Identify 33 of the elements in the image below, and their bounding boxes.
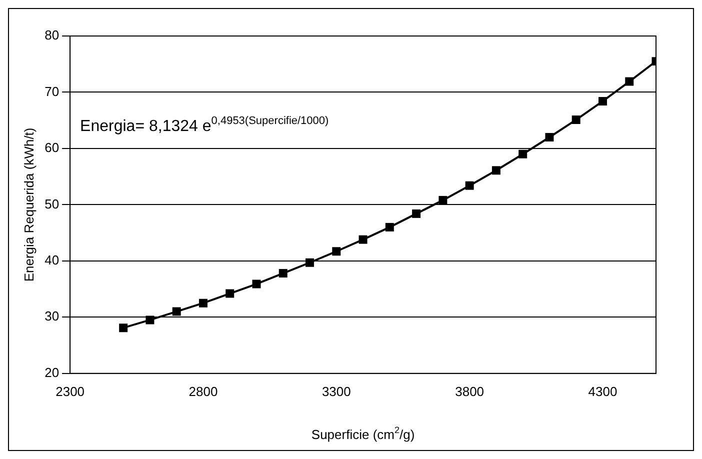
x-tick-label: 3800 <box>455 384 484 399</box>
x-tick-label: 4300 <box>588 384 618 399</box>
point <box>332 247 341 256</box>
point <box>385 222 394 232</box>
point <box>226 289 234 298</box>
y-tick-label: 20 <box>44 364 60 380</box>
point <box>572 116 580 124</box>
point <box>252 280 261 288</box>
point <box>465 181 474 190</box>
point <box>358 235 368 244</box>
point <box>518 150 528 158</box>
point <box>625 77 634 86</box>
y-axis-title: Energia Requerida (kWh/t) <box>21 128 36 282</box>
point <box>598 96 607 106</box>
point <box>438 196 448 204</box>
y-tick-label: 30 <box>44 308 60 324</box>
point <box>198 298 208 308</box>
point <box>172 307 181 316</box>
y-tick-label: 50 <box>44 196 60 212</box>
point <box>412 209 421 218</box>
x-tick-label: 3300 <box>322 384 351 399</box>
point <box>545 132 554 142</box>
y-tick-label: 80 <box>44 28 60 43</box>
x-tick-label: 2300 <box>56 384 85 399</box>
point <box>306 258 314 267</box>
y-tick-label: 70 <box>44 84 60 99</box>
x-tick-label: 2800 <box>188 384 218 399</box>
point <box>146 316 154 324</box>
point <box>492 166 500 175</box>
point <box>278 269 288 278</box>
point <box>119 324 128 332</box>
y-tick-label: 60 <box>44 140 60 156</box>
y-tick-label: 40 <box>44 252 60 268</box>
